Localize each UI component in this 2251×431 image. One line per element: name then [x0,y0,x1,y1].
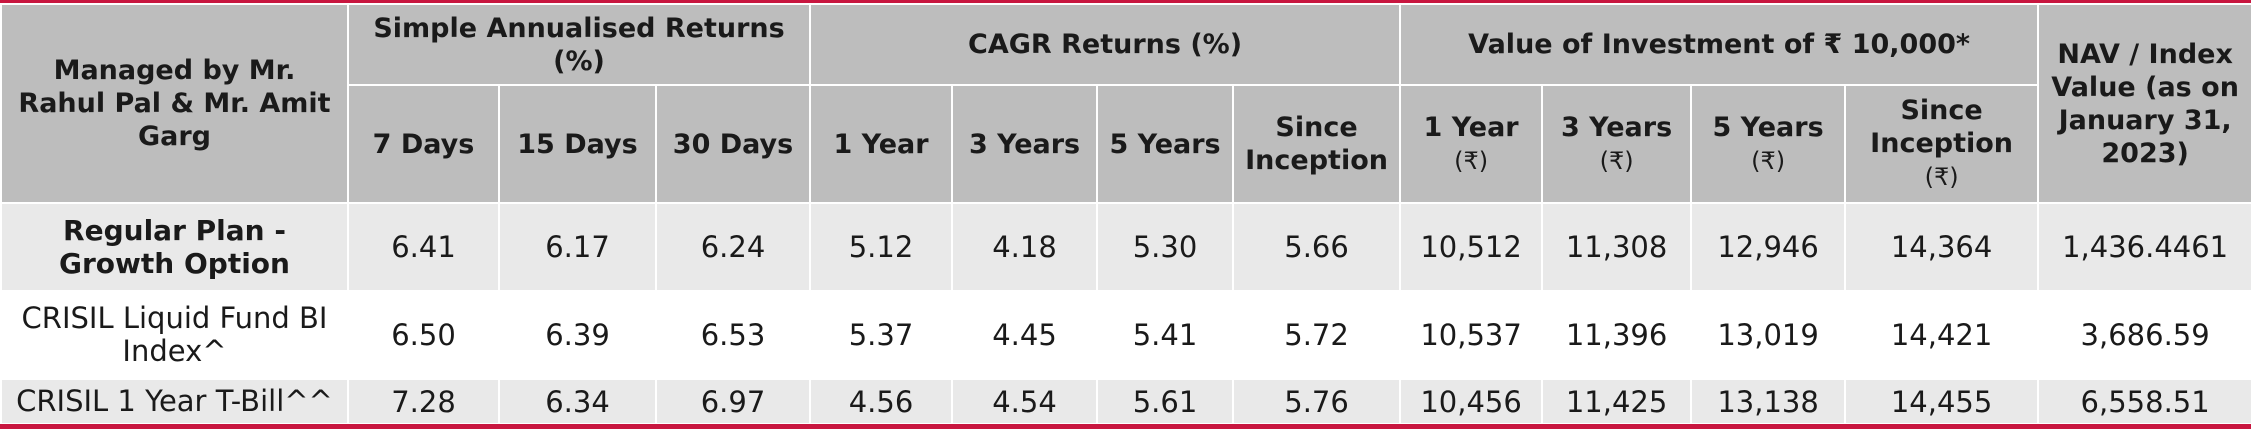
col-value-3-years-label: 3 Years [1560,111,1673,143]
col-value-since-inception: Since Inception (₹) [1844,84,2040,204]
rupee-unit: (₹) [1751,146,1786,175]
col-7-days: 7 Days [347,84,500,204]
table-cell: 5.12 [809,202,954,292]
table-cell: 5.76 [1232,378,1402,425]
table-row: Regular Plan - Growth Option 6.41 6.17 6… [0,202,2251,292]
table-cell: 4.56 [809,378,954,425]
table-cell: 5.66 [1232,202,1402,292]
row-label: CRISIL Liquid Fund BI Index^ [0,290,349,380]
table-cell: 1,436.4461 [2037,202,2251,292]
table-cell: 6.24 [654,202,812,292]
table-cell: 11,396 [1541,290,1693,380]
top-accent-line [0,0,2251,3]
table-cell: 5.37 [809,290,954,380]
nav-header: NAV / Index Value (as on January 31, 202… [2037,3,2251,204]
table-cell: 13,138 [1690,378,1847,425]
table-cell: 4.45 [951,290,1099,380]
col-value-since-inception-label: Since Inception [1870,95,2014,159]
table-cell: 14,364 [1844,202,2040,292]
table-cell: 10,512 [1399,202,1544,292]
col-value-1-year: 1 Year (₹) [1399,84,1544,204]
table-cell: 11,308 [1541,202,1693,292]
col-value-5-years: 5 Years (₹) [1690,84,1847,204]
col-cagr-5-years: 5 Years [1096,84,1235,204]
table-cell: 10,537 [1399,290,1544,380]
bottom-accent-line [0,424,2251,429]
table-cell: 3,686.59 [2037,290,2251,380]
table-cell: 6.53 [654,290,812,380]
table-cell: 6.17 [498,202,657,292]
table-cell: 12,946 [1690,202,1847,292]
cagr-returns-group-header: CAGR Returns (%) [809,3,1402,86]
table-cell: 6,558.51 [2037,378,2251,425]
table-cell: 5.30 [1096,202,1235,292]
table-cell: 6.34 [498,378,657,425]
table-cell: 6.97 [654,378,812,425]
table-cell: 11,425 [1541,378,1693,425]
rupee-unit: (₹) [1924,163,1959,191]
row-label: CRISIL 1 Year T-Bill^^ [0,378,349,425]
investment-value-group-header: Value of Investment of ₹ 10,000* [1399,3,2040,86]
col-15-days: 15 Days [498,84,657,204]
table-cell: 7.28 [347,378,500,425]
simple-returns-group-header: Simple Annualised Returns (%) [346,3,812,86]
row-label: Regular Plan - Growth Option [0,202,349,292]
table-row: CRISIL 1 Year T-Bill^^ 7.28 6.34 6.97 4.… [0,378,2251,425]
table-cell: 13,019 [1690,290,1847,380]
table-cell: 4.54 [951,378,1099,425]
table-cell: 6.41 [347,202,500,292]
col-cagr-1-year: 1 Year [809,84,954,204]
col-value-1-year-label: 1 Year [1423,111,1519,143]
col-30-days: 30 Days [654,84,812,204]
table-cell: 14,455 [1844,378,2040,425]
table-cell: 14,421 [1844,290,2040,380]
table-cell: 5.41 [1096,290,1235,380]
rupee-unit: (₹) [1454,146,1489,175]
table-cell: 5.61 [1096,378,1235,425]
table-cell: 6.50 [347,290,500,380]
table-cell: 6.39 [498,290,657,380]
col-cagr-since-inception: Since Inception [1232,84,1402,204]
rupee-unit: (₹) [1599,146,1634,175]
table-cell: 5.72 [1232,290,1402,380]
col-value-5-years-label: 5 Years [1712,111,1824,143]
col-value-3-years: 3 Years (₹) [1541,84,1693,204]
table-cell: 10,456 [1399,378,1544,425]
table-cell: 4.18 [951,202,1099,292]
returns-table: Managed by Mr. Rahul Pal & Mr. Amit Garg… [0,3,2251,425]
col-cagr-3-years: 3 Years [951,84,1099,204]
manager-header: Managed by Mr. Rahul Pal & Mr. Amit Garg [0,3,349,204]
table-row: CRISIL Liquid Fund BI Index^ 6.50 6.39 6… [0,290,2251,380]
